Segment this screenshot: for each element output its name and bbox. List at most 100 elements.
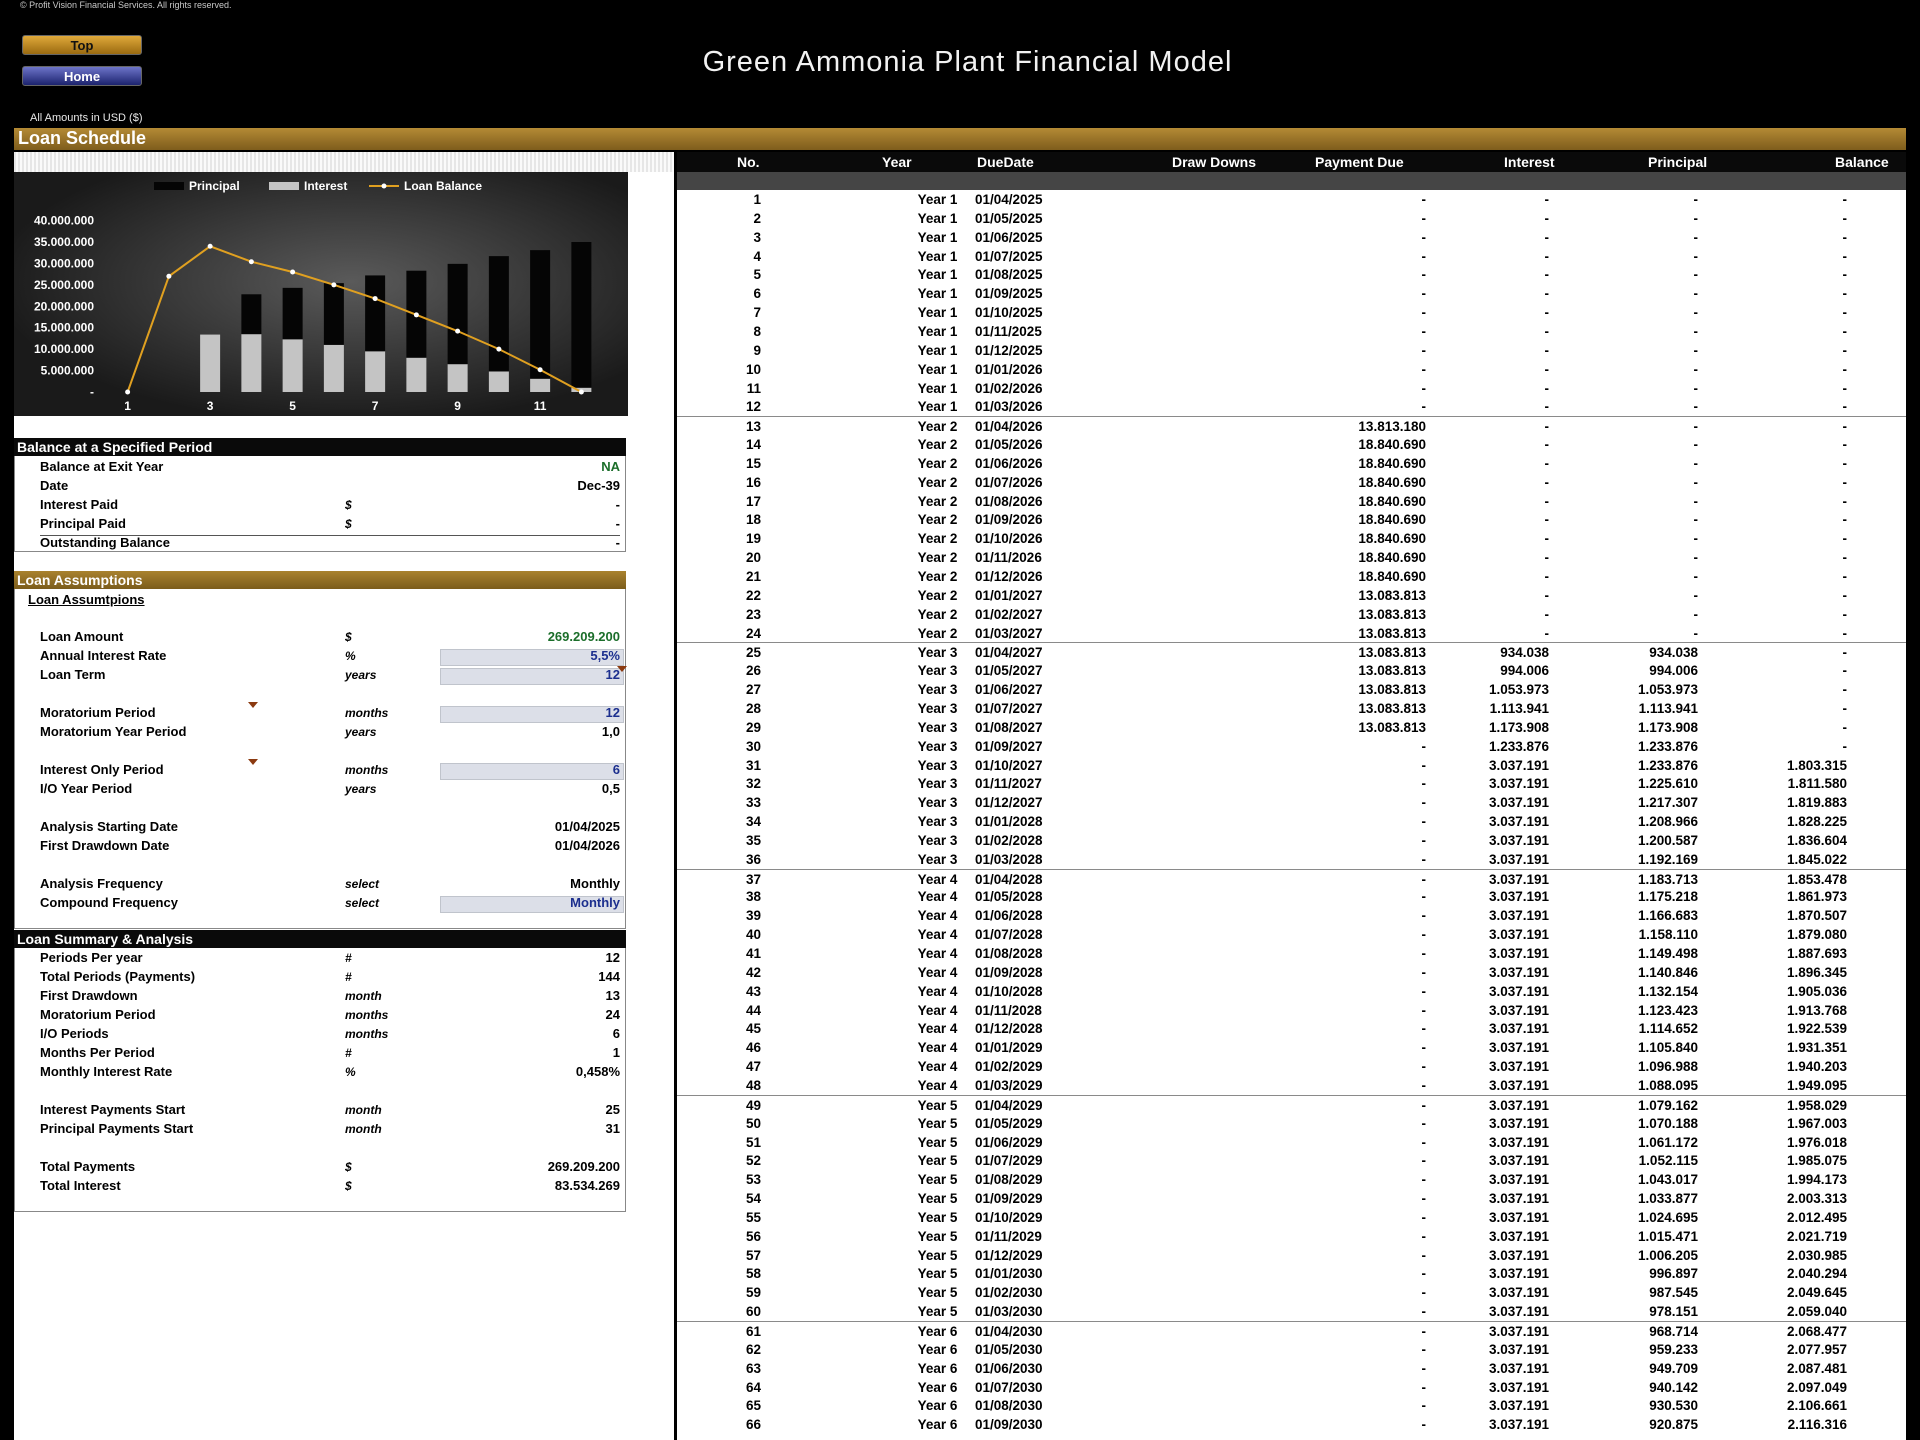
input-cell[interactable]: [440, 706, 624, 723]
row-drawdown: -: [1421, 342, 1427, 358]
row-year: Year 3: [917, 832, 958, 848]
row-interest: 1.173.908: [1637, 719, 1698, 735]
principal-bar: [365, 275, 386, 352]
row-principal: 1.905.036: [1786, 983, 1847, 999]
row-value: -: [615, 516, 620, 531]
row-no: 10: [745, 361, 761, 377]
assumption-input[interactable]: Monthly: [570, 895, 620, 910]
row-duedate: 01/05/2029: [975, 1115, 1043, 1131]
row-interest: -: [1693, 512, 1699, 528]
row-label: Total Payments: [40, 1159, 136, 1174]
y-tick-label: 15.000.000: [34, 321, 94, 335]
row-no: 17: [745, 493, 761, 509]
row-no: 58: [745, 1266, 761, 1282]
row-interest: -: [1693, 399, 1699, 415]
row-interest: 930.530: [1649, 1398, 1698, 1414]
row-year: Year 4: [917, 927, 958, 943]
y-tick-label: -: [90, 385, 94, 399]
row-year: Year 1: [917, 192, 958, 207]
row-balance: 207.209.278: [1915, 1341, 1920, 1357]
row-interest: 1.233.876: [1637, 738, 1698, 754]
row-payment: -: [1544, 267, 1550, 283]
row-no: 47: [745, 1059, 761, 1075]
row-no: 55: [745, 1209, 761, 1225]
row-label: Loan Term: [40, 667, 106, 682]
row-no: 64: [745, 1379, 761, 1395]
row-no: 54: [745, 1191, 761, 1207]
row-year: Year 3: [917, 757, 958, 773]
row-year: Year 4: [917, 1077, 958, 1093]
row-duedate: 01/05/2025: [975, 210, 1043, 226]
row-label: Annual Interest Rate: [40, 648, 167, 663]
row-payment: -: [1544, 342, 1550, 358]
row-interest: -: [1693, 305, 1699, 321]
loan-chart: 40.000.000 35.000.000 30.000.000 25.000.000…: [14, 172, 628, 416]
row-payment: 3.037.191: [1488, 1379, 1549, 1395]
interest-bar: [241, 334, 262, 392]
row-payment: -: [1544, 323, 1550, 339]
row-principal: 1.853.478: [1786, 871, 1847, 887]
row-interest: 1.192.169: [1637, 851, 1698, 867]
summary-row: I/O Periods months 6: [40, 1026, 620, 1045]
row-principal: 1.803.315: [1786, 757, 1847, 773]
assumption-input[interactable]: 12: [605, 705, 620, 720]
row-interest: -: [1693, 493, 1699, 509]
row-drawdown: 13.083.813: [1358, 663, 1426, 679]
input-cell[interactable]: [440, 668, 624, 685]
row-duedate: 01/03/2026: [975, 399, 1043, 415]
assumption-input[interactable]: 12: [605, 667, 620, 682]
row-no: 36: [745, 851, 761, 867]
row-label: Loan Amount: [40, 629, 124, 644]
balance-row: Date Dec-39: [40, 478, 620, 497]
row-year: Year 4: [917, 1059, 958, 1075]
row-principal: 2.077.957: [1786, 1341, 1847, 1357]
row-no: 4: [753, 248, 761, 264]
row-principal: -: [1842, 493, 1848, 509]
row-principal: 2.021.719: [1786, 1228, 1847, 1244]
row-drawdown: -: [1421, 1417, 1427, 1433]
row-principal: -: [1842, 286, 1848, 302]
row-payment: 3.037.191: [1488, 776, 1549, 792]
row-drawdown: -: [1421, 927, 1427, 943]
row-principal: 1.949.095: [1786, 1077, 1847, 1093]
row-payment: 994.006: [1500, 663, 1549, 679]
row-interest: -: [1693, 342, 1699, 358]
row-principal: 2.049.645: [1786, 1285, 1847, 1301]
row-year: Year 5: [917, 1191, 958, 1207]
table-row: 41 Year 4 01/08/2028 - 3.037.191 1.149.498 1.8…: [677, 944, 1920, 963]
row-duedate: 01/04/2026: [975, 419, 1043, 435]
row-interest: -: [1693, 606, 1699, 622]
row-principal: 1.940.203: [1786, 1059, 1847, 1075]
row-drawdown: -: [1421, 1341, 1427, 1357]
row-drawdown: -: [1421, 1324, 1427, 1339]
row-principal: 1.836.604: [1786, 832, 1847, 848]
home-button[interactable]: Home: [22, 66, 142, 86]
row-duedate: 01/03/2030: [975, 1304, 1043, 1320]
row-balance: 203.024.747: [1915, 1379, 1920, 1395]
row-year: Year 3: [917, 738, 958, 754]
row-no: 20: [745, 550, 761, 566]
assumption-input[interactable]: 5,5%: [590, 648, 620, 663]
input-cell[interactable]: [440, 649, 624, 666]
row-interest: -: [1693, 380, 1699, 396]
loan-balance-point: [372, 296, 378, 302]
row-drawdown: -: [1421, 889, 1427, 905]
assumption-input[interactable]: 6: [612, 762, 620, 777]
row-interest: 1.052.115: [1638, 1153, 1698, 1169]
row-interest: 1.096.988: [1637, 1059, 1698, 1075]
row-drawdown: 18.840.690: [1358, 493, 1426, 509]
input-cell[interactable]: [440, 896, 624, 913]
top-button[interactable]: Top: [22, 35, 142, 55]
row-drawdown: -: [1421, 871, 1427, 887]
row-drawdown: 13.083.813: [1358, 606, 1426, 622]
row-balance: 213.414.752: [1915, 1285, 1920, 1301]
assumption-row: Interest Only Period months 6: [40, 762, 620, 781]
table-row: 66 Year 6 01/09/2030 - 3.037.191 920.875 2.116…: [677, 1415, 1920, 1434]
row-principal: 2.040.294: [1786, 1266, 1847, 1282]
row-label: Moratorium Period: [40, 1007, 156, 1022]
input-cell[interactable]: [440, 763, 624, 780]
loan-balance-point: [207, 243, 213, 249]
